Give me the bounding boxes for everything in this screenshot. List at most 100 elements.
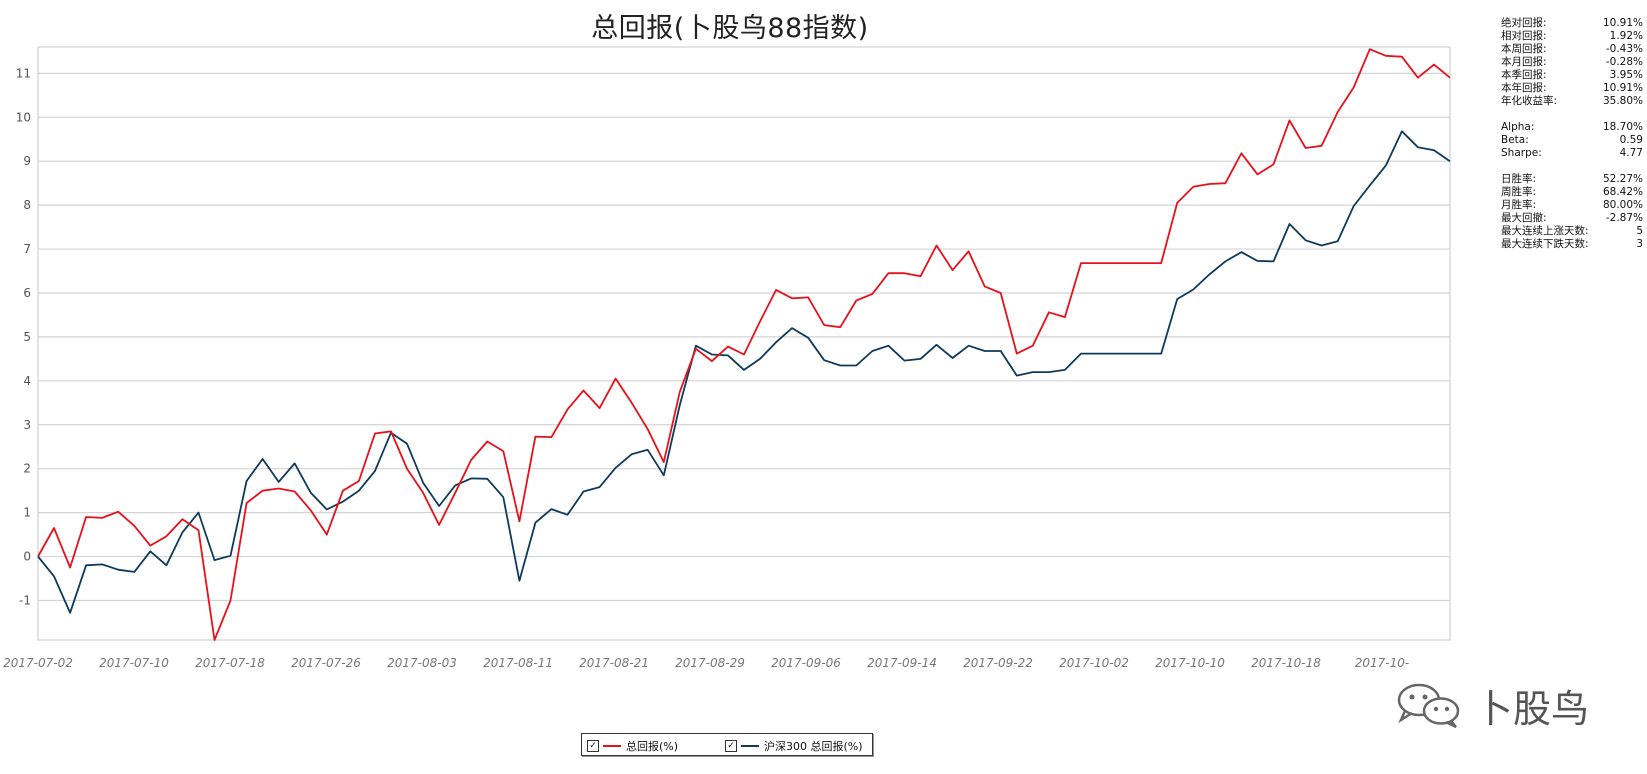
stat-label: 最大回撤:	[1501, 212, 1547, 224]
plot-area-frame	[37, 46, 1451, 641]
stat-row: 相对回报: 1.92%	[1501, 30, 1643, 43]
stat-value: 3.95%	[1609, 69, 1643, 81]
stat-value: 68.42%	[1602, 186, 1643, 198]
stat-row: 年化收益率: 35.80%	[1501, 95, 1643, 108]
legend-item-total-return[interactable]: ✓ 总回报(%)	[587, 738, 678, 754]
watermark-text: 卜股鸟	[1475, 686, 1590, 731]
stat-label: 本周回报:	[1501, 43, 1547, 55]
y-tick-label: 4	[23, 374, 31, 388]
y-tick-label: 11	[16, 66, 31, 80]
stat-value: -0.43%	[1605, 43, 1643, 55]
stat-label: Alpha:	[1501, 121, 1535, 133]
y-tick-label: 2	[23, 462, 31, 476]
x-axis-ticks: 2017-07-02 2017-07-10 2017-07-18 2017-07-26…	[3, 656, 1409, 670]
stat-row: 日胜率: 52.27%	[1501, 173, 1643, 186]
stat-row: Sharpe: 4.77	[1501, 147, 1643, 160]
y-tick-label: 9	[23, 154, 31, 168]
x-tick-label: 2017-08-03	[387, 656, 457, 670]
legend-label: 沪深300 总回报(%)	[764, 740, 863, 753]
series-line-1	[37, 130, 1451, 614]
legend-swatch-red	[603, 745, 621, 747]
x-tick-label: 2017-09-06	[771, 656, 841, 670]
stat-label: 周胜率:	[1501, 186, 1537, 198]
stat-row: 绝对回报: 10.91%	[1501, 17, 1643, 30]
stat-row: 本季回报: 3.95%	[1501, 69, 1643, 82]
stat-value: 18.70%	[1602, 121, 1643, 133]
x-tick-label: 2017-09-22	[963, 656, 1033, 670]
x-tick-label: 2017-08-29	[675, 656, 745, 670]
stat-row: 周胜率: 68.42%	[1501, 186, 1643, 199]
stat-label: 绝对回报:	[1501, 17, 1547, 29]
stat-value: 80.00%	[1602, 199, 1643, 211]
x-tick-label: 2017-08-11	[483, 656, 553, 670]
stats-group: 日胜率: 52.27% 周胜率: 68.42% 月胜率: 80.00% 最大回撤: -2.87…	[1501, 173, 1643, 251]
stats-group: 绝对回报: 10.91% 相对回报: 1.92% 本周回报: -0.43% 本月回报: -0.…	[1501, 17, 1643, 108]
stat-label: 日胜率:	[1501, 173, 1537, 185]
x-tick-label: 2017-10-18	[1251, 656, 1321, 670]
x-tick-label: 2017-07-02	[3, 656, 73, 670]
stat-row: 最大回撤: -2.87%	[1501, 212, 1643, 225]
x-tick-label: 2017-09-14	[867, 656, 937, 670]
y-tick-label: 5	[23, 330, 31, 344]
stat-value: 1.92%	[1609, 30, 1643, 42]
stat-label: 相对回报:	[1501, 30, 1547, 42]
stat-row: 最大连续下跌天数: 3	[1501, 238, 1643, 251]
stat-label: 本月回报:	[1501, 56, 1547, 68]
stat-value: -0.28%	[1605, 56, 1643, 68]
stat-row: 最大连续上涨天数: 5	[1501, 225, 1643, 238]
legend-item-hs300[interactable]: ✓ 沪深300 总回报(%)	[725, 738, 863, 754]
stat-value: 52.27%	[1602, 173, 1643, 185]
y-axis-ticks: -1 0 1 2 3 4 5 6 7 8 9 10 11	[16, 66, 31, 607]
stat-row: Alpha: 18.70%	[1501, 121, 1643, 134]
x-tick-label: 2017-10-02	[1059, 656, 1129, 670]
legend: ✓ 总回报(%) ✓ 沪深300 总回报(%)	[581, 733, 873, 756]
stat-value: 10.91%	[1602, 17, 1643, 29]
stat-label: 最大连续上涨天数:	[1501, 225, 1589, 237]
stat-label: 本年回报:	[1501, 82, 1547, 94]
x-tick-label: 2017-07-10	[99, 656, 169, 670]
x-tick-label: 2017-07-26	[291, 656, 361, 670]
y-tick-label: 1	[23, 506, 31, 520]
series-lines	[37, 48, 1451, 641]
y-tick-label: 7	[23, 242, 31, 256]
y-tick-label: 6	[23, 286, 31, 300]
stat-value: 3	[1636, 238, 1643, 250]
legend-swatch-navy	[741, 745, 759, 747]
x-tick-label: 2017-07-18	[195, 656, 265, 670]
chart-title: 总回报(卜股鸟88指数)	[591, 13, 869, 44]
stat-label: Beta:	[1501, 134, 1529, 146]
y-tick-label: -1	[19, 593, 31, 607]
stats-group: Alpha: 18.70% Beta: 0.59 Sharpe: 4.77	[1501, 121, 1643, 160]
stat-label: 年化收益率:	[1501, 95, 1558, 107]
stat-value: -2.87%	[1605, 212, 1643, 224]
stat-row: 本年回报: 10.91%	[1501, 82, 1643, 95]
y-tick-label: 0	[23, 550, 31, 564]
y-tick-label: 8	[23, 198, 31, 212]
stats-panel: 绝对回报: 10.91% 相对回报: 1.92% 本周回报: -0.43% 本月回报: -0.…	[1501, 17, 1643, 264]
wechat-icon	[1397, 683, 1460, 729]
stat-row: 月胜率: 80.00%	[1501, 199, 1643, 212]
stat-value: 5	[1636, 225, 1643, 237]
watermark: 卜股鸟	[1395, 680, 1610, 731]
stat-value: 10.91%	[1602, 82, 1643, 94]
stat-row: 本月回报: -0.28%	[1501, 56, 1643, 69]
y-tick-label: 3	[23, 418, 31, 432]
x-tick-label: 2017-10-	[1355, 656, 1409, 670]
stat-value: 35.80%	[1602, 95, 1643, 107]
x-tick-label: 2017-08-21	[579, 656, 649, 670]
legend-checkbox[interactable]: ✓	[587, 740, 599, 752]
stat-value: 4.77	[1619, 147, 1643, 159]
stat-value: 0.59	[1619, 134, 1643, 146]
stat-label: 本季回报:	[1501, 69, 1547, 81]
series-line-0	[37, 48, 1451, 641]
x-tick-label: 2017-10-10	[1155, 656, 1225, 670]
stat-label: Sharpe:	[1501, 147, 1542, 159]
stat-label: 月胜率:	[1501, 199, 1537, 211]
legend-label: 总回报(%)	[626, 740, 679, 753]
stat-row: 本周回报: -0.43%	[1501, 43, 1643, 56]
y-tick-label: 10	[16, 110, 31, 124]
stat-row: Beta: 0.59	[1501, 134, 1643, 147]
legend-checkbox[interactable]: ✓	[725, 740, 737, 752]
stat-label: 最大连续下跌天数:	[1501, 238, 1589, 250]
